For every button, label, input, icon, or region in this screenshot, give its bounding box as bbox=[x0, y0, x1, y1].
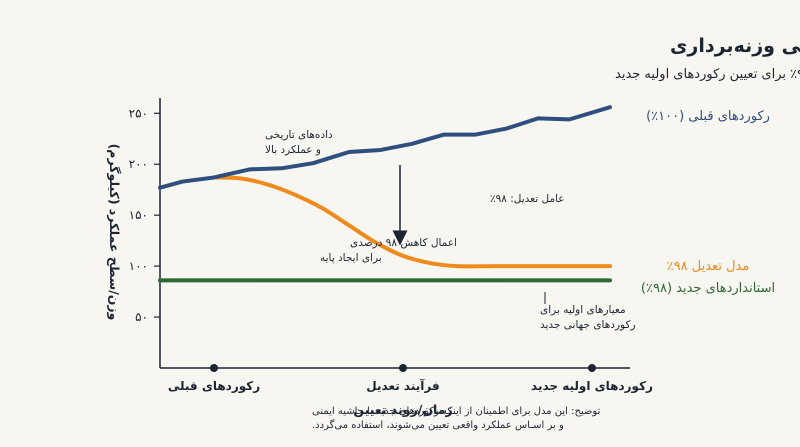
x-tick-dot bbox=[210, 364, 218, 372]
footnote-line1: توضیح: این مدل برای اطمینان از اینکه رکو… bbox=[312, 406, 601, 417]
x-tick-dot bbox=[588, 364, 596, 372]
annotation-reduction-line1: اعمال کاهش ۹۸ درصدی bbox=[350, 237, 457, 249]
series-label-new-standards: استانداردهای جدید (۹۸٪) bbox=[641, 281, 775, 296]
y-axis-title: وزن/سطح عملکرد (کیلوگرم) bbox=[106, 144, 122, 321]
annotation-adjustment-factor: عامل تعدیل: ۹۸٪ bbox=[490, 193, 565, 205]
x-tick-group: رکوردهای قبلی فرآیند تعدیل رکوردهای اولیه … bbox=[168, 364, 653, 394]
annotation-reduction-line2: برای ایجاد پایه bbox=[320, 252, 382, 264]
y-tick-label: ۱۵۰ bbox=[129, 208, 148, 222]
annotation-historical-line1: داده‌های تاریخی bbox=[265, 129, 333, 141]
x-tick-label: رکوردهای قبلی bbox=[168, 379, 260, 394]
chart-title: نحوه محاسبه استانداردهای جهانی فدراسیون … bbox=[670, 35, 800, 57]
y-tick-label: ۱۰۰ bbox=[129, 259, 148, 273]
y-tick-label: ۲۰۰ bbox=[129, 157, 148, 171]
x-tick-label: فرآیند تعدیل bbox=[366, 378, 439, 393]
series-label-previous-records: رکوردهای قبلی (۱۰۰٪) bbox=[646, 109, 770, 124]
series-label-adjustment-model: مدل تعدیل ۹۸٪ bbox=[667, 259, 750, 274]
series-line-previous-records bbox=[158, 105, 612, 190]
chart-subtitle: نمودار خط روند مدل تعدیل ۹۸٪ برای تعیین … bbox=[615, 67, 800, 82]
y-tick-label: ۲۵۰ bbox=[129, 106, 148, 120]
series-group bbox=[158, 105, 612, 283]
x-tick-dot bbox=[399, 364, 407, 372]
y-tick-group: ۵۰ ۱۰۰ ۱۵۰ ۲۰۰ ۲۵۰ bbox=[129, 106, 160, 324]
x-tick-label: رکوردهای اولیه جدید bbox=[531, 379, 653, 394]
footnote-line2: و بر اسـاس عملکرد واقعی تعیین می‌شوند، ا… bbox=[312, 419, 564, 431]
annotation-criteria-line2: رکوردهای جهانی جدید bbox=[540, 319, 636, 331]
x-axis-title: زمان/روند تعیین bbox=[353, 402, 452, 417]
series-line-adjustment-model bbox=[212, 175, 612, 269]
annotation-criteria-line1: معیارهای اولیه برای bbox=[540, 304, 626, 316]
y-tick-label: ۵۰ bbox=[135, 310, 148, 324]
annotation-historical-line2: و عملکرد بالا bbox=[265, 144, 321, 156]
